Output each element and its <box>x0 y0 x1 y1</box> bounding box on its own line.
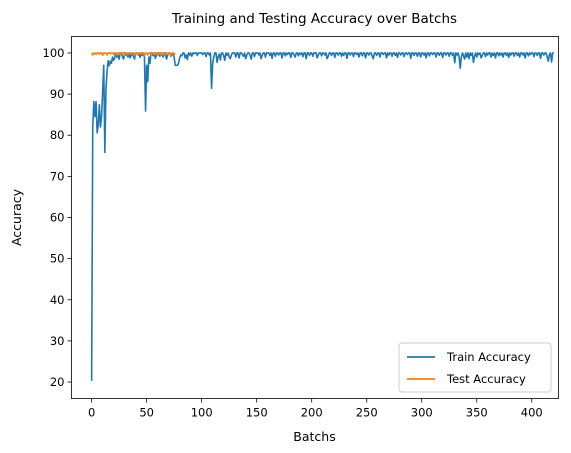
y-tick-label: 70 <box>50 169 65 183</box>
x-tick-label: 100 <box>191 406 213 420</box>
y-tick-label: 80 <box>50 128 65 142</box>
chart-title: Training and Testing Accuracy over Batch… <box>171 11 457 27</box>
y-tick-label: 30 <box>50 334 65 348</box>
y-tick-label: 60 <box>50 211 65 225</box>
y-tick-label: 20 <box>50 375 65 389</box>
series-line-test-accuracy <box>90 52 176 57</box>
x-tick-label: 250 <box>356 406 378 420</box>
legend: Train Accuracy Test Accuracy <box>398 342 552 393</box>
series-layer <box>90 52 554 381</box>
plot-frame <box>71 36 559 399</box>
y-tick-label: 50 <box>50 252 65 266</box>
x-tick-label: 400 <box>521 406 543 420</box>
x-tick-label: 350 <box>466 406 488 420</box>
y-tick-label: 90 <box>50 87 65 101</box>
y-axis: 20 30 40 50 60 70 80 90 100 <box>43 46 72 389</box>
x-axis: 0 50 100 150 200 250 300 350 400 <box>88 398 543 420</box>
x-tick-label: 300 <box>411 406 433 420</box>
y-tick-label: 100 <box>43 46 65 60</box>
legend-label-train: Train Accuracy <box>446 350 531 364</box>
x-tick-label: 150 <box>246 406 268 420</box>
plot-area <box>71 36 559 399</box>
x-tick-label: 50 <box>139 406 154 420</box>
x-tick-label: 200 <box>301 406 323 420</box>
y-tick-label: 40 <box>50 293 65 307</box>
x-axis-label: Batchs <box>293 429 335 444</box>
y-axis-label: Accuracy <box>9 188 24 246</box>
legend-label-test: Test Accuracy <box>446 372 526 386</box>
x-tick-label: 0 <box>88 406 95 420</box>
legend-box <box>398 342 552 393</box>
